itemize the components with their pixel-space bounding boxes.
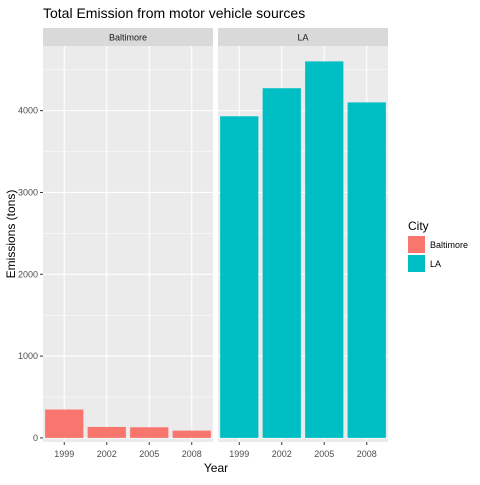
bar-baltimore-2005 <box>130 427 169 438</box>
bar-baltimore-2008 <box>172 430 211 438</box>
x-tick-label: 1999 <box>229 449 249 459</box>
y-tick-label: 3000 <box>18 187 38 197</box>
facets: Baltimore 1999 2002 2005 2008 LA 1999 2002 2005 2… <box>18 28 388 459</box>
x-tick-label: 2008 <box>182 449 202 459</box>
x-tick-label: 2002 <box>97 449 117 459</box>
x-tick-label: 1999 <box>54 449 74 459</box>
facet-strip-label: LA <box>297 33 308 43</box>
bar-la-2008 <box>347 102 386 438</box>
facet-strip-label: Baltimore <box>109 33 147 43</box>
y-tick-label: 4000 <box>18 106 38 116</box>
bar-baltimore-2002 <box>87 426 126 438</box>
x-tick-label: 2008 <box>357 449 377 459</box>
facet-strip <box>43 28 213 46</box>
y-axis: 0 1000 2000 3000 4000 <box>18 106 43 443</box>
chart-title: Total Emission from motor vehicle source… <box>43 5 305 21</box>
bar-la-1999 <box>220 116 259 438</box>
bar-la-2002 <box>262 88 301 438</box>
x-tick-label: 2005 <box>314 449 334 459</box>
facet-panel-la: LA 1999 2002 2005 2008 <box>218 28 388 459</box>
x-tick-label: 2002 <box>272 449 292 459</box>
panel-background <box>43 46 213 442</box>
facet-strip <box>218 28 388 46</box>
y-tick-label: 1000 <box>18 351 38 361</box>
legend-label: Baltimore <box>430 240 468 250</box>
legend-title: City <box>408 219 429 233</box>
y-axis-title: Emissions (tons) <box>4 190 18 279</box>
x-axis-title: Year <box>204 461 228 475</box>
legend-swatch-la <box>408 255 425 272</box>
bar-baltimore-1999 <box>45 409 84 438</box>
legend-swatch-baltimore <box>408 236 425 253</box>
legend-label: LA <box>430 259 441 269</box>
y-tick-label: 2000 <box>18 269 38 279</box>
y-tick-label: 0 <box>33 433 38 443</box>
facet-panel-baltimore: Baltimore 1999 2002 2005 2008 <box>43 28 213 459</box>
x-tick-label: 2005 <box>139 449 159 459</box>
legend-items: Baltimore LA <box>408 236 468 272</box>
bar-la-2005 <box>305 61 344 438</box>
legend: City Baltimore LA <box>408 219 468 272</box>
